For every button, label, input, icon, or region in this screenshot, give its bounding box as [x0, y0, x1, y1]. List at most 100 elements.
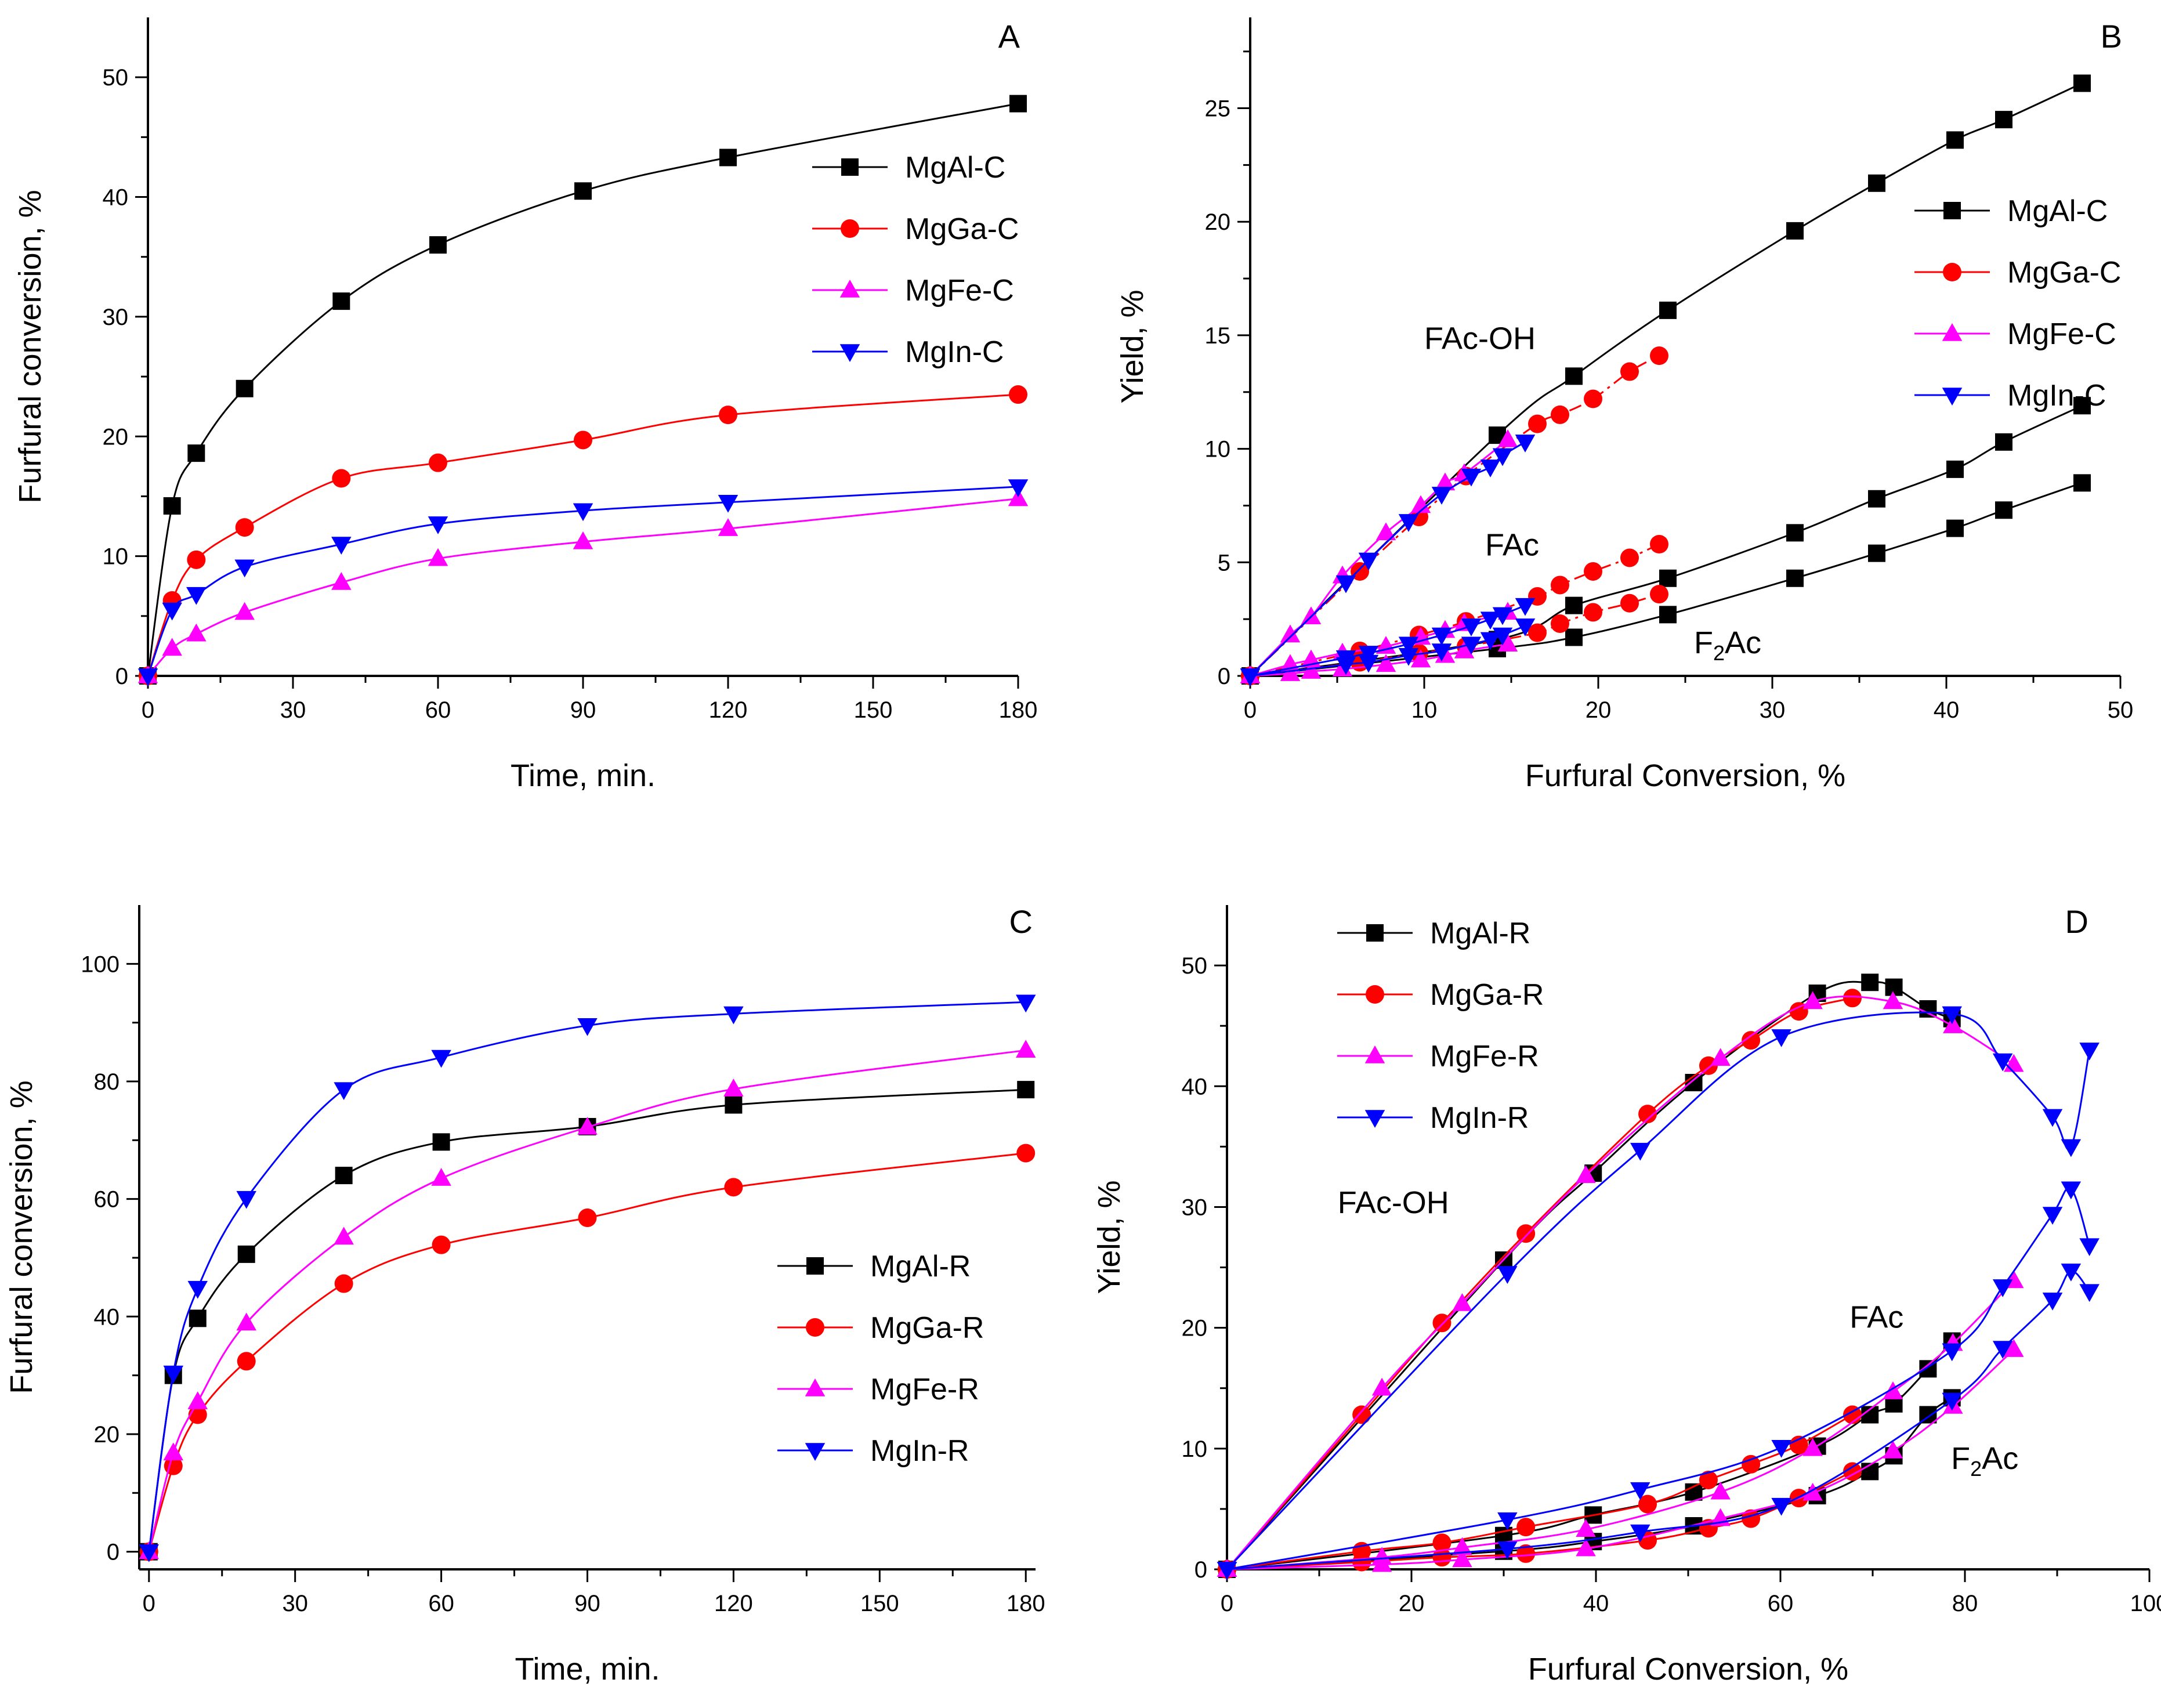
data-point: [1786, 524, 1804, 542]
data-point: [1435, 472, 1456, 491]
legend-label: MgAl-C: [2007, 194, 2108, 228]
series-line: [1226, 1280, 2015, 1571]
legend-marker: [1943, 263, 1961, 281]
data-point: [1995, 501, 2012, 519]
data-point: [1217, 1562, 1237, 1580]
data-point: [1489, 426, 1506, 444]
x-axis-title: Time, min.: [515, 1652, 660, 1687]
data-point: [1461, 468, 1482, 487]
series-mgga-c: [139, 385, 1027, 685]
data-point: [1883, 1440, 1903, 1459]
data-point: [1497, 429, 1518, 447]
series-mgin-c-f2ac: [1240, 618, 1536, 686]
data-point: [1497, 634, 1518, 652]
x-tick-label: 80: [1952, 1591, 1978, 1616]
data-point: [1432, 1313, 1451, 1333]
data-point: [1480, 459, 1501, 477]
legend-marker: [1943, 202, 1961, 219]
legend-label: MgAl-C: [905, 151, 1005, 184]
data-point: [725, 1096, 743, 1114]
data-point: [1942, 1343, 1962, 1362]
panel-letter: A: [998, 18, 1020, 55]
data-point: [1492, 607, 1513, 625]
data-point: [1565, 596, 1583, 614]
data-point: [1630, 1142, 1650, 1161]
data-point: [1515, 435, 1536, 453]
y-tick-label: 10: [1182, 1436, 1208, 1462]
legend-label: MgIn-R: [870, 1434, 969, 1468]
data-point: [1885, 978, 1903, 996]
data-point: [2073, 74, 2091, 92]
data-point: [1802, 991, 1823, 1009]
data-point: [1358, 654, 1379, 673]
y-tick-label: 80: [94, 1069, 120, 1095]
data-point: [573, 503, 593, 522]
x-tick-label: 90: [570, 697, 596, 723]
data-point: [1699, 1470, 1718, 1489]
legend-entry-mgfe-r: MgFe-R: [1337, 1040, 1539, 1073]
data-point: [1410, 495, 1431, 513]
y-tick-label: 10: [103, 544, 129, 570]
data-point: [1551, 576, 1569, 595]
data-point: [2073, 397, 2091, 415]
panel-letter: D: [2065, 903, 2088, 940]
data-point: [1802, 1438, 1823, 1456]
legend-marker: [1942, 323, 1963, 341]
data-point: [428, 548, 448, 566]
data-point: [1861, 1406, 1879, 1424]
data-point: [331, 537, 352, 555]
data-point: [334, 1274, 353, 1293]
data-point: [1515, 618, 1536, 636]
legend-label: MgAl-R: [1430, 917, 1530, 950]
data-point: [1497, 1541, 1518, 1559]
chart-annotation: F2Ac: [1694, 625, 1761, 665]
y-tick-label: 30: [1182, 1195, 1208, 1220]
data-point: [2079, 1043, 2100, 1061]
legend: MgAl-R MgGa-R MgFe-R MgIn-R: [777, 1250, 984, 1468]
data-point: [723, 1079, 744, 1097]
data-point: [2079, 1284, 2100, 1302]
data-point: [1432, 1533, 1451, 1553]
data-point: [187, 550, 206, 569]
legend-label: MgIn-C: [2007, 379, 2106, 412]
legend-marker: [841, 219, 859, 238]
data-point: [723, 1006, 744, 1025]
y-tick-label: 20: [1205, 209, 1231, 235]
data-point: [1516, 1224, 1536, 1243]
legend-label: MgGa-C: [2007, 256, 2121, 290]
data-point: [1650, 585, 1668, 604]
legend-entry-mgin-c: MgIn-C: [1914, 379, 2106, 412]
legend-entry-mgfe-r: MgFe-R: [777, 1373, 979, 1406]
legend-marker: [839, 344, 860, 362]
y-tick-label: 40: [103, 185, 129, 211]
data-point: [163, 1365, 184, 1384]
legend-marker: [1942, 388, 1963, 406]
data-point: [1946, 519, 1964, 537]
data-point: [236, 1312, 256, 1331]
data-point: [1497, 1266, 1518, 1284]
data-point: [1454, 640, 1475, 658]
data-point: [431, 1168, 451, 1186]
data-point: [2042, 1207, 2063, 1225]
data-point: [1992, 1053, 2013, 1072]
legend-label: MgAl-R: [870, 1250, 971, 1283]
data-point: [162, 638, 182, 656]
data-point: [1638, 1494, 1657, 1514]
x-tick-label: 150: [860, 1591, 899, 1616]
legend-label: MgGa-R: [1430, 978, 1544, 1012]
data-point: [1015, 1040, 1036, 1058]
data-point: [432, 1133, 450, 1151]
data-point: [189, 1309, 207, 1327]
y-tick-label: 30: [103, 305, 129, 330]
data-point: [1375, 654, 1396, 672]
legend-marker: [1364, 1045, 1385, 1063]
data-point: [1371, 1554, 1392, 1572]
data-point: [577, 1117, 598, 1135]
y-tick-label: 50: [103, 65, 129, 91]
x-tick-label: 10: [1411, 697, 1438, 723]
data-point: [1885, 1395, 1903, 1413]
data-point: [1742, 1031, 1761, 1050]
x-tick-label: 120: [709, 697, 748, 723]
